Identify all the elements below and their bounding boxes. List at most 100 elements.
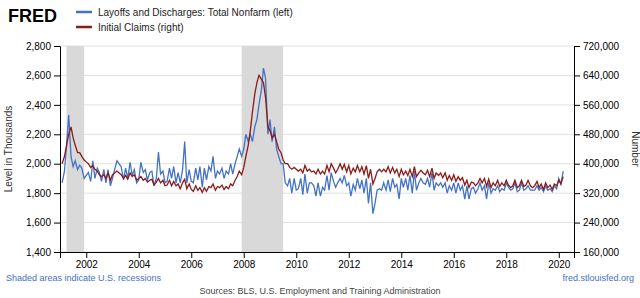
- axis-line: [54, 47, 61, 253]
- tick-label: 2012: [338, 259, 361, 270]
- tick-label: 2,000: [26, 158, 51, 169]
- legend-label: Initial Claims (right): [98, 22, 184, 33]
- y-axis-title: Level in Thousands: [3, 106, 14, 193]
- tick: 320,000: [574, 188, 620, 199]
- tick: 2016: [443, 252, 466, 270]
- tick: 2004: [128, 252, 151, 270]
- tick: 2,000: [26, 158, 60, 169]
- tick-mark: [454, 252, 455, 258]
- tick-label: 2016: [443, 259, 466, 270]
- tick: 1,800: [26, 188, 60, 199]
- tick: 2010: [286, 252, 309, 270]
- grid-line: [60, 134, 574, 135]
- tick-label: 320,000: [583, 188, 620, 199]
- tick: 2,800: [26, 41, 60, 52]
- grid: [60, 46, 574, 252]
- tick-label: 1,400: [26, 247, 51, 258]
- tick-label: 480,000: [583, 129, 620, 140]
- tick-mark: [54, 193, 60, 194]
- legend-swatch: [76, 26, 92, 29]
- tick-mark: [244, 252, 245, 258]
- tick-mark: [54, 252, 60, 253]
- tick: 2008: [233, 252, 256, 270]
- annotation: fred.stlouisfed.org: [562, 273, 634, 283]
- tick: 560,000: [574, 100, 620, 111]
- grid-line: [60, 75, 574, 76]
- tick-mark: [574, 252, 580, 253]
- axis-line: [61, 253, 575, 259]
- tick-mark: [54, 105, 60, 106]
- tick: 2012: [338, 252, 361, 270]
- y2-axis: 160,000 240,000 320,000 400,000 480,000 560,0…: [574, 41, 620, 258]
- tick-mark: [349, 252, 350, 258]
- annotation: Shaded areas indicate U.S. recessions: [6, 273, 162, 283]
- tick-label: 560,000: [583, 100, 620, 111]
- tick-label: 1,600: [26, 217, 51, 228]
- tick-mark: [574, 193, 580, 194]
- legend-entry: Layoffs and Discharges: Total Nonfarm (l…: [76, 7, 293, 18]
- y-axis: 1,400 1,600 1,800 2,000 2,200 2,400 2,600 2,800: [26, 41, 61, 258]
- tick-mark: [506, 252, 507, 258]
- tick-label: 2004: [128, 259, 151, 270]
- tick-mark: [574, 134, 580, 135]
- tick-label: 400,000: [583, 158, 620, 169]
- x-axis: 2002 2004 2006 2008 2010 2012 2014 2016 2018 2020: [61, 252, 575, 270]
- tick: 2,600: [26, 70, 60, 81]
- tick-label: 2008: [233, 259, 256, 270]
- tick: 2018: [496, 252, 519, 270]
- tick-mark: [574, 223, 580, 224]
- tick-mark: [574, 75, 580, 76]
- tick-mark: [574, 105, 580, 106]
- legend: Layoffs and Discharges: Total Nonfarm (l…: [76, 7, 293, 33]
- tick-label: 2014: [391, 259, 414, 270]
- marks: [62, 46, 563, 252]
- title: FRED: [8, 6, 57, 26]
- tick-mark: [54, 164, 60, 165]
- tick-label: 2,400: [26, 100, 51, 111]
- tick: 2,200: [26, 129, 60, 140]
- tick-label: 2006: [181, 259, 204, 270]
- tick-label: 160,000: [583, 247, 620, 258]
- tick-label: 2002: [76, 259, 99, 270]
- tick-label: 2010: [286, 259, 309, 270]
- tick: 640,000: [574, 70, 620, 81]
- tick: 2006: [181, 252, 204, 270]
- series-line: [62, 75, 563, 192]
- tick: 400,000: [574, 158, 620, 169]
- tick-label: 240,000: [583, 217, 620, 228]
- legend-swatch: [76, 11, 92, 14]
- tick-mark: [191, 252, 192, 258]
- y2-axis-title: Number: [630, 131, 640, 167]
- tick-mark: [401, 252, 402, 258]
- tick: 1,400: [26, 247, 60, 258]
- tick-label: 2,600: [26, 70, 51, 81]
- legend-label: Layoffs and Discharges: Total Nonfarm (l…: [98, 7, 293, 18]
- tick: 2014: [391, 252, 414, 270]
- tick: 160,000: [574, 247, 620, 258]
- tick-mark: [574, 46, 580, 47]
- tick: 2002: [76, 252, 99, 270]
- tick-mark: [574, 164, 580, 165]
- grid-line: [60, 104, 574, 105]
- tick-mark: [54, 46, 60, 47]
- tick-mark: [559, 252, 560, 258]
- tick-label: 2,200: [26, 129, 51, 140]
- tick-mark: [54, 75, 60, 76]
- tick-label: 720,000: [583, 41, 620, 52]
- tick: 480,000: [574, 129, 620, 140]
- chart: 2002 2004 2006 2008 2010 2012 2014 2016 2018 2020…: [0, 0, 640, 298]
- tick-label: 2020: [548, 259, 571, 270]
- tick-label: 640,000: [583, 70, 620, 81]
- tick-label: 2018: [496, 259, 519, 270]
- shaded-period: [67, 46, 85, 252]
- tick-mark: [54, 134, 60, 135]
- tick-mark: [86, 252, 87, 258]
- tick: 720,000: [574, 41, 620, 52]
- tick: 1,600: [26, 217, 60, 228]
- grid-line: [60, 222, 574, 223]
- grid-line: [60, 46, 574, 47]
- tick: 2020: [548, 252, 571, 270]
- axis-line: [575, 47, 581, 253]
- tick-mark: [54, 223, 60, 224]
- plot-area: 2002 2004 2006 2008 2010 2012 2014 2016 2018 2020…: [26, 41, 620, 270]
